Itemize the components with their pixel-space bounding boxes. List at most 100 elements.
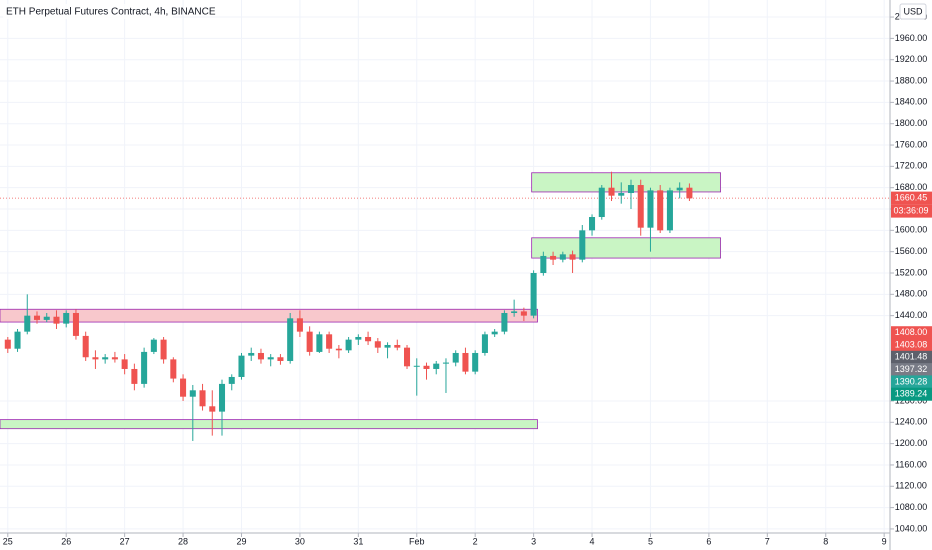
y-tick-label: 1440.00: [895, 310, 928, 320]
candle-body: [404, 347, 411, 367]
y-tick-label: 1760.00: [895, 139, 928, 149]
currency[interactable]: USD: [903, 6, 923, 16]
y-tick-label: 1600.00: [895, 225, 928, 235]
candle-body: [686, 187, 693, 199]
candle-body: [102, 357, 109, 360]
candle-body: [141, 351, 148, 384]
candle-body: [287, 318, 294, 361]
y-tick-label: 1880.00: [895, 75, 928, 85]
price-label: 1390.28: [895, 376, 928, 386]
x-tick-label: 29: [236, 536, 246, 546]
candle-body: [579, 230, 586, 260]
price-label-bg: [891, 338, 932, 352]
y-tick-label: 1920.00: [895, 54, 928, 64]
candle-body: [228, 376, 235, 384]
y-tick-label: 1840.00: [895, 97, 928, 107]
currency-box[interactable]: [899, 3, 927, 20]
candle-body: [637, 185, 644, 228]
x-tick-label: 3: [531, 536, 536, 546]
x-tick-label: 26: [61, 536, 71, 546]
candle-body: [170, 359, 177, 379]
y-tick-label: 1800.00: [895, 118, 928, 128]
candle-body: [53, 316, 60, 324]
candle-body: [218, 383, 226, 412]
last-price-label: 1660.45: [895, 192, 928, 202]
candle-body: [131, 368, 138, 384]
y-tick-label: 1080.00: [895, 502, 928, 512]
candle-body: [209, 406, 216, 412]
zone: [531, 237, 721, 259]
candle-body: [374, 341, 381, 348]
candle-body: [530, 272, 537, 316]
candle-body: [657, 190, 664, 231]
candle-body: [316, 334, 323, 352]
candle-body: [511, 311, 518, 313]
candle-body: [14, 331, 21, 349]
x-tick-label: 5: [648, 536, 653, 546]
candle-body: [550, 255, 557, 260]
x-tick-label: 28: [178, 536, 188, 546]
title-bg: [3, 4, 173, 19]
candle-body: [481, 334, 488, 353]
y-tick-label: 1240.00: [895, 417, 928, 427]
price-label-bg: [891, 375, 932, 389]
candle-body: [462, 352, 469, 372]
zone: [0, 308, 538, 323]
price-label-bg: [891, 350, 932, 364]
candle-body: [433, 363, 440, 369]
candle-body: [666, 190, 673, 231]
candle-body: [540, 255, 547, 273]
countdown: 03:36:09: [893, 205, 928, 215]
x-tick-label: 2: [473, 536, 478, 546]
price-label: 1401.48: [895, 352, 928, 362]
candle-body: [598, 187, 605, 218]
y-tick-label: 1200.00: [895, 438, 928, 448]
y-tick-label: 1680.00: [895, 182, 928, 192]
candle-body: [384, 344, 391, 348]
candle-body: [248, 352, 255, 356]
price-label: 1403.08: [895, 339, 928, 349]
y-tick-label: 1960.00: [895, 33, 928, 43]
candle-body: [413, 365, 420, 367]
y-tick-label: 1480.00: [895, 289, 928, 299]
y-tick-label: 1120.00: [895, 481, 927, 491]
candle-body: [452, 352, 459, 363]
candle-body: [618, 193, 625, 196]
candle-body: [82, 335, 89, 358]
candle-body: [24, 315, 31, 332]
candle-body: [559, 254, 566, 260]
candle-body: [257, 352, 264, 360]
candle-body: [63, 312, 70, 324]
countdown-bg: [891, 204, 932, 218]
candle-body: [520, 311, 527, 316]
candle-body: [150, 339, 157, 352]
y-tick-label: 1720.00: [895, 161, 928, 171]
price-label: 1408.00: [895, 327, 928, 337]
x-tick-label: 8: [823, 536, 828, 546]
price-label-bg: [891, 363, 932, 377]
candle-body: [189, 390, 196, 397]
candle-body: [326, 334, 333, 349]
price-label: 1397.32: [895, 364, 928, 374]
y-tick-label: 1520.00: [895, 267, 928, 277]
x-tick-label: 31: [353, 536, 363, 546]
candle-body: [491, 331, 498, 335]
candle-body: [676, 187, 683, 191]
x-tick-label: 25: [3, 536, 13, 546]
candle-body: [608, 187, 615, 196]
candle-body: [121, 359, 128, 369]
candle-body: [423, 365, 430, 369]
candle-body: [296, 318, 303, 332]
x-tick-label: 6: [706, 536, 711, 546]
candle-body: [647, 190, 654, 228]
x-tick-label: Feb: [409, 536, 425, 546]
candle-body: [501, 312, 508, 332]
candle-body: [238, 355, 245, 377]
candle-body: [306, 331, 313, 352]
price-label: 1389.24: [895, 389, 928, 399]
x-tick-label: 7: [765, 536, 770, 546]
candle-body: [33, 315, 41, 320]
candle-body: [345, 339, 352, 351]
x-tick-label: 27: [120, 536, 130, 546]
